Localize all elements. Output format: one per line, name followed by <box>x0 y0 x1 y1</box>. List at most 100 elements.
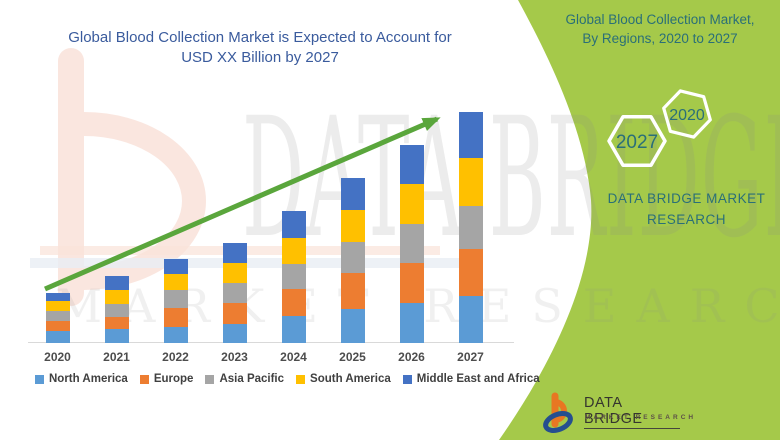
hexagon-2027-label: 2027 <box>616 132 658 153</box>
x-axis-label-2026: 2026 <box>398 350 425 364</box>
bar-segment-north-america <box>163 327 188 343</box>
bar-segment-asia-pacific <box>458 206 483 249</box>
legend-item-middle-east-and-africa: Middle East and Africa <box>402 373 540 385</box>
x-axis-label-2023: 2023 <box>221 350 248 364</box>
stacked-bar-2025 <box>340 178 365 343</box>
hexagon-2020 <box>662 89 712 139</box>
bar-segment-europe <box>399 263 424 303</box>
bar-segment-south-america <box>458 158 483 206</box>
bar-segment-north-america <box>222 324 247 343</box>
legend-swatch <box>205 374 215 384</box>
bar-segment-north-america <box>45 331 70 343</box>
bar-segment-europe <box>104 317 129 329</box>
bar-segment-middle-east-and-africa <box>222 243 247 263</box>
logo-tagline: MARKET RESEARCH <box>585 414 697 421</box>
bar-segment-middle-east-and-africa <box>104 276 129 290</box>
x-axis-label-2020: 2020 <box>44 350 71 364</box>
stacked-bar-2027 <box>458 112 483 343</box>
panel-brand-text: DATA BRIDGE MARKET RESEARCH <box>584 188 780 230</box>
bar-segment-asia-pacific <box>104 304 129 317</box>
bar-segment-north-america <box>458 296 483 343</box>
bar-segment-south-america <box>104 290 129 304</box>
legend-label: Middle East and Africa <box>416 373 540 385</box>
bar-segment-south-america <box>340 210 365 242</box>
bar-segment-middle-east-and-africa <box>45 293 70 301</box>
stacked-bar-2026 <box>399 145 424 343</box>
logo-b-bowl <box>554 399 567 423</box>
legend-label: Europe <box>153 373 194 385</box>
bar-segment-asia-pacific <box>281 264 306 289</box>
legend-label: North America <box>49 373 128 385</box>
logo-swoosh <box>543 411 573 433</box>
bar-segment-middle-east-and-africa <box>163 259 188 274</box>
bar-segment-south-america <box>281 238 306 264</box>
x-axis-label-2021: 2021 <box>103 350 130 364</box>
chart-legend: North America Europe Asia Pacific South Ame… <box>35 373 540 385</box>
bar-segment-middle-east-and-africa <box>399 145 424 184</box>
bar-segment-middle-east-and-africa <box>281 211 306 238</box>
bar-segment-south-america <box>45 301 70 311</box>
x-axis-label-2027: 2027 <box>457 350 484 364</box>
bar-segment-europe <box>458 249 483 296</box>
bar-segment-south-america <box>399 184 424 224</box>
legend-label: South America <box>310 373 391 385</box>
legend-item-north-america: North America <box>35 373 128 385</box>
year-hexagons: 2027 2020 <box>607 89 712 167</box>
bar-segment-europe <box>45 321 70 331</box>
chart-title: Global Blood Collection Market is Expect… <box>40 28 480 68</box>
panel-brand-line1: DATA BRIDGE MARKET <box>607 191 766 206</box>
panel-title-line1: Global Blood Collection Market, <box>565 12 755 27</box>
bar-segment-europe <box>281 289 306 316</box>
panel-title-line2: By Regions, 2020 to 2027 <box>582 31 738 46</box>
stacked-bar-2024 <box>281 211 306 343</box>
chart-title-line2: USD XX Billion by 2027 <box>181 49 339 66</box>
hexagon-2020-label: 2020 <box>669 107 705 124</box>
hexagon-2027 <box>607 115 667 167</box>
bar-segment-europe <box>340 273 365 309</box>
bar-segment-south-america <box>222 263 247 283</box>
bar-segment-south-america <box>163 274 188 290</box>
bar-segment-europe <box>163 308 188 327</box>
logo-wordmark: DATA BRIDGE <box>584 395 680 429</box>
green-panel <box>499 0 780 440</box>
bar-segment-asia-pacific <box>399 224 424 263</box>
legend-swatch <box>296 374 306 384</box>
legend-item-europe: Europe <box>139 373 194 385</box>
bar-segment-north-america <box>340 309 365 343</box>
legend-item-south-america: South America <box>296 373 391 385</box>
trend-arrow <box>44 116 441 292</box>
x-axis-line <box>28 342 514 343</box>
bar-segment-north-america <box>281 316 306 343</box>
legend-swatch <box>139 374 149 384</box>
watermark-text-databridge: DATA BRIDGE <box>242 82 780 274</box>
stacked-bar-2022 <box>163 259 188 343</box>
bar-segment-north-america <box>104 329 129 343</box>
legend-label: Asia Pacific <box>219 373 285 385</box>
x-axis-label-2022: 2022 <box>162 350 189 364</box>
trend-arrow-line <box>44 116 441 292</box>
legend-item-asia-pacific: Asia Pacific <box>205 373 284 385</box>
chart-plot: 2020 2021 2022 2023 2024 2025 2026 2027 <box>28 112 514 364</box>
bar-segment-europe <box>222 303 247 324</box>
bar-segment-middle-east-and-africa <box>340 178 365 210</box>
bar-segment-north-america <box>399 303 424 343</box>
legend-swatch <box>402 374 412 384</box>
panel-title: Global Blood Collection Market, By Regio… <box>545 10 775 48</box>
watermark-logo-band <box>30 258 470 268</box>
watermark-logo-bowl <box>83 112 206 290</box>
bar-segment-middle-east-and-africa <box>458 112 483 158</box>
bar-segment-asia-pacific <box>222 283 247 303</box>
chart-title-line1: Global Blood Collection Market is Expect… <box>68 29 452 46</box>
panel-brand-line2: RESEARCH <box>646 212 726 227</box>
bar-segment-asia-pacific <box>163 290 188 308</box>
legend-swatch <box>35 374 44 384</box>
bar-segment-asia-pacific <box>45 311 70 321</box>
x-axis-label-2025: 2025 <box>339 350 366 364</box>
stacked-bar-2020 <box>45 293 70 343</box>
x-axis-label-2024: 2024 <box>280 350 307 364</box>
stacked-bar-2023 <box>222 243 247 343</box>
databridge-logo-mark <box>543 392 573 433</box>
